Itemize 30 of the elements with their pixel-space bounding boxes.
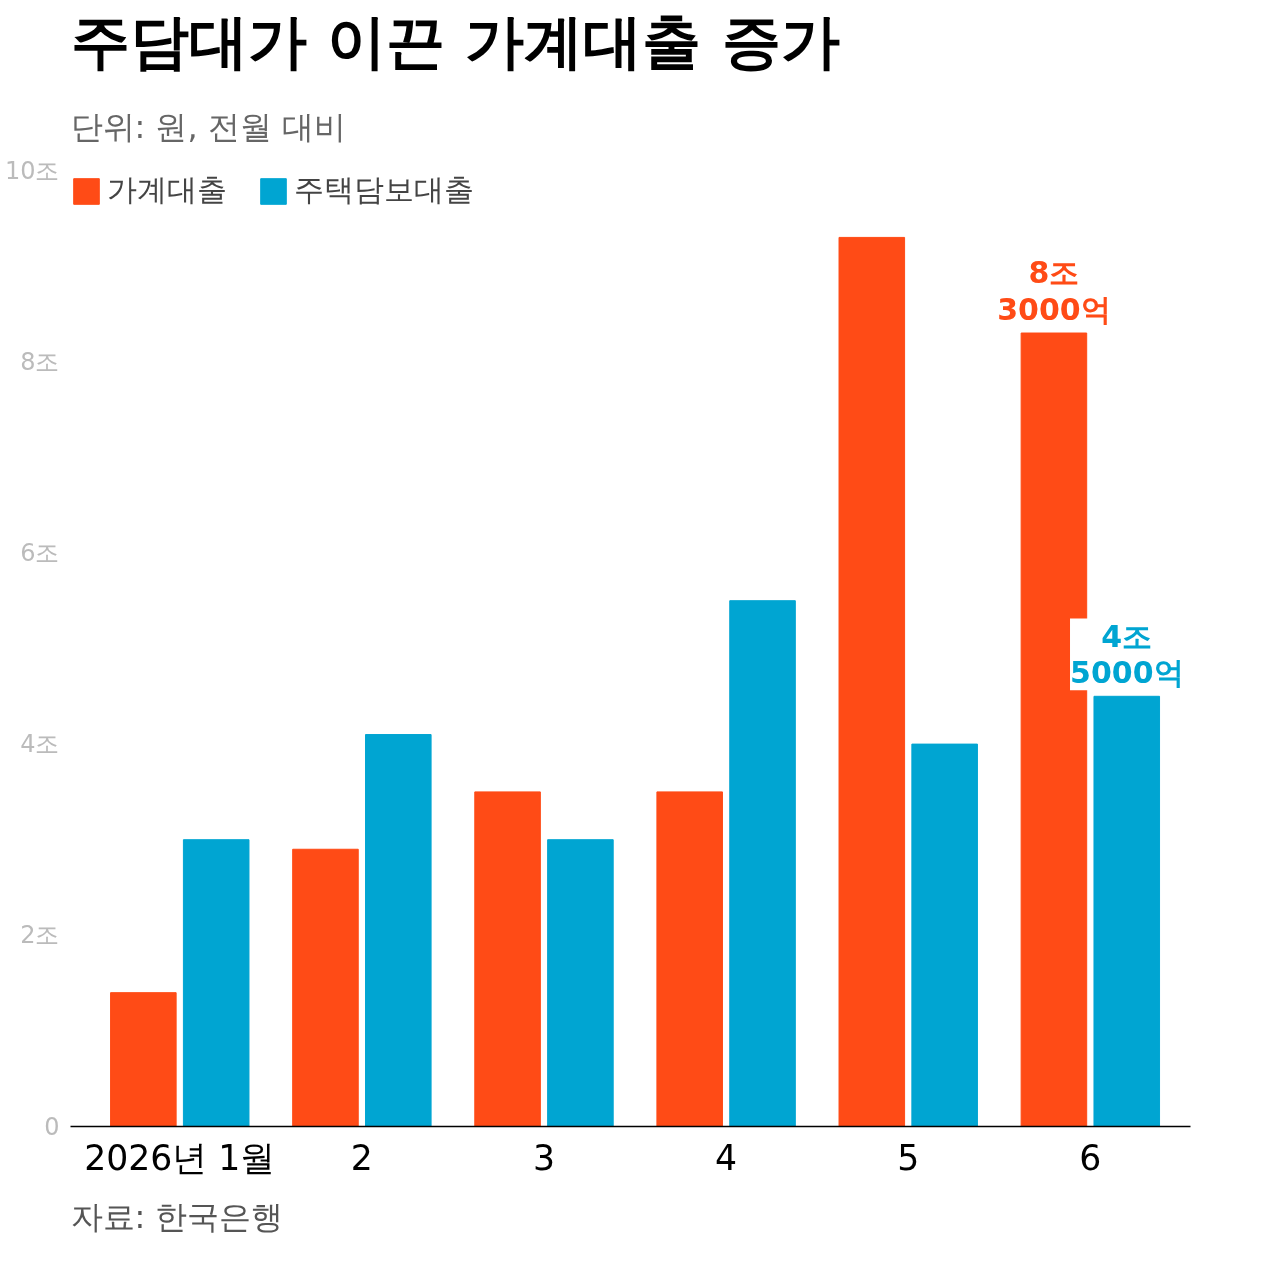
bar bbox=[911, 743, 978, 1127]
bar bbox=[1093, 695, 1161, 1127]
bar bbox=[292, 848, 359, 1127]
x-tick-label: 6 bbox=[1079, 1137, 1102, 1178]
y-tick-label: 4조 bbox=[20, 730, 60, 759]
y-tick-label: 8조 bbox=[20, 347, 60, 376]
x-tick-label: 4 bbox=[715, 1137, 738, 1178]
chart-subtitle: 단위: 원, 전월 대비 bbox=[70, 107, 346, 146]
legend-label: 주택담보대출 bbox=[294, 171, 474, 209]
bar bbox=[729, 600, 796, 1127]
bar bbox=[110, 992, 177, 1127]
x-tick-label: 3 bbox=[532, 1137, 556, 1178]
legend-label: 가계대출 bbox=[107, 171, 227, 209]
y-tick-label: 6조 bbox=[20, 538, 60, 567]
bar bbox=[656, 791, 723, 1127]
data-label: 4조 5000억 bbox=[1070, 618, 1184, 691]
text: 자료: 한국은행 bbox=[70, 1197, 284, 1236]
y-tick-label: 10조 bbox=[4, 156, 60, 185]
chart-title: 주담대가 이끈 가계대출 증가 bbox=[70, 7, 840, 76]
bar bbox=[547, 839, 614, 1127]
y-tick-label: 2조 bbox=[20, 921, 60, 950]
x-tick-label: 2026년 1월 bbox=[84, 1137, 276, 1178]
bar bbox=[474, 791, 541, 1127]
x-tick-label: 5 bbox=[897, 1137, 920, 1178]
bar bbox=[365, 734, 432, 1127]
bar bbox=[838, 236, 906, 1127]
data-label: 8조 3000억 bbox=[997, 255, 1111, 328]
bar bbox=[182, 839, 250, 1127]
x-tick-label: 2 bbox=[350, 1137, 373, 1178]
y-tick-label: 0 bbox=[44, 1112, 60, 1141]
